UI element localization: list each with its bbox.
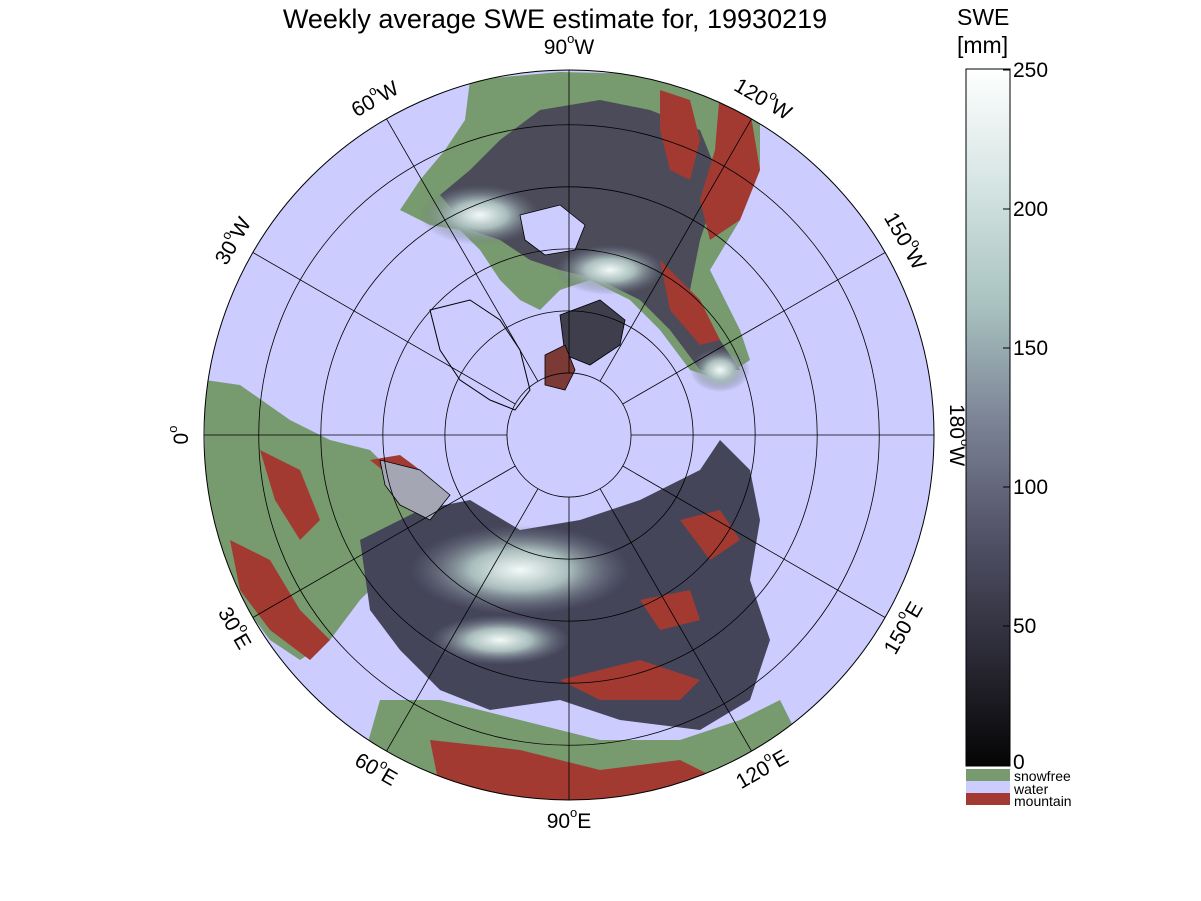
legend-swatch-snowfree xyxy=(966,769,1010,781)
colorbar xyxy=(965,68,1011,767)
map-border xyxy=(203,69,935,801)
colorbar-tick-label: 100 xyxy=(1013,476,1049,499)
meridian-line xyxy=(599,118,752,382)
longitude-label: 0o xyxy=(165,426,192,445)
meridian-line xyxy=(386,118,539,382)
snow-highlight-central xyxy=(430,615,570,665)
meridian-line xyxy=(622,465,886,618)
snow-highlight-alaska xyxy=(690,348,750,392)
meridian-line xyxy=(622,252,886,405)
legend-label-water: water xyxy=(1014,781,1049,797)
longitude-label: 90oE xyxy=(547,805,592,832)
colorbar-tick-label: 50 xyxy=(1013,615,1037,638)
meridian-line xyxy=(252,465,516,618)
legend-label-snowfree: snowfree xyxy=(1014,768,1071,784)
longitude-label: 180oW xyxy=(945,404,972,466)
longitude-label: 90oW xyxy=(544,31,595,58)
legend-label-mountain: mountain xyxy=(1014,793,1072,809)
meridian-line xyxy=(599,488,752,752)
mountain-regions xyxy=(230,90,760,800)
greenland-outline xyxy=(429,299,531,411)
colorbar-tick-label: 150 xyxy=(1013,337,1049,360)
graticule xyxy=(204,70,934,800)
snow-highlight-siberia xyxy=(410,525,630,615)
colorbar-tick-label: 250 xyxy=(1013,59,1049,82)
scandinavia xyxy=(379,459,451,521)
north-america-snow xyxy=(440,100,740,370)
legend-swatch-mountain xyxy=(966,793,1010,805)
colorbar-ticks xyxy=(1003,69,1010,766)
meridian-line xyxy=(386,488,539,752)
meridian-line xyxy=(252,252,516,405)
snow-highlight-na-north xyxy=(555,245,665,295)
colorbar-label-line2: [mm] xyxy=(957,32,1009,58)
ellesmere xyxy=(544,344,576,391)
colorbar-tick-label: 200 xyxy=(1013,198,1049,221)
legend-swatch-water xyxy=(966,781,1010,793)
page-title: Weekly average SWE estimate for, 1993021… xyxy=(282,4,828,34)
snow-highlight-na-west xyxy=(420,185,540,245)
colorbar-tick-label: 0 xyxy=(1013,751,1025,774)
colorbar-label-line1: SWE xyxy=(957,4,1010,30)
